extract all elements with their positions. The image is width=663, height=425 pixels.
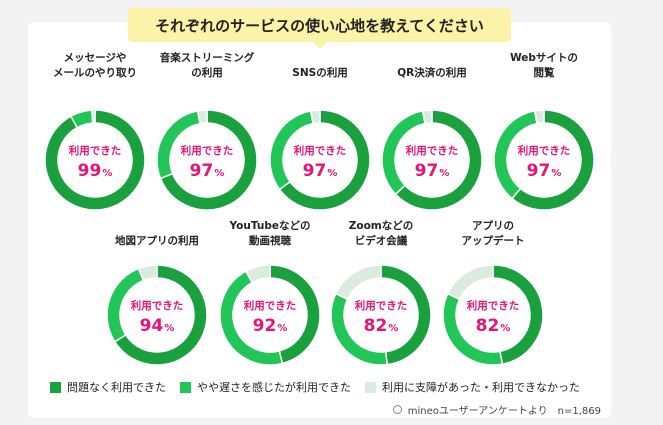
center-label: 利用できた (406, 144, 459, 157)
slice-no-problem (511, 109, 595, 211)
usable-percent: 97% (303, 161, 338, 181)
category-label: 動画視聴 (249, 234, 291, 247)
category-label: Zoomなどの (349, 219, 413, 232)
center-label: 利用できた (181, 144, 234, 157)
source-text: mineoユーザーアンケートより n=1,869 (407, 406, 601, 417)
slice-problem (196, 109, 208, 125)
slice-no-problem (44, 109, 146, 211)
category-label: Webサイトの (510, 52, 578, 64)
slice-problem (244, 264, 271, 284)
center-label: 利用できた (131, 299, 184, 312)
category-label: メッセージや (64, 52, 127, 64)
legend-item-slightly-slow: やや遅さを感じたが利用できた (180, 379, 351, 395)
category-label: の利用 (191, 66, 223, 79)
usable-percent: 82% (364, 316, 399, 336)
legend: 問題なく利用できた やや遅さを感じたが利用できた 利用に支障があった・利用できな… (50, 378, 594, 396)
slice-no-problem (278, 109, 371, 211)
slice-no-problem (113, 264, 208, 366)
category-label: SNSの利用 (292, 66, 347, 79)
usable-percent: 97% (415, 161, 450, 181)
center-label: 利用できた (467, 299, 520, 312)
slice-problem (421, 109, 433, 125)
slice-problem (533, 109, 545, 125)
category-label: QR決済の利用 (397, 66, 467, 79)
slice-problem (334, 264, 382, 301)
legend-label: やや遅さを感じたが利用できた (197, 381, 351, 394)
category-label: YouTubeなどの (229, 219, 311, 232)
usable-percent: 92% (253, 316, 288, 336)
slice-problem (137, 264, 158, 282)
legend-swatch (180, 381, 191, 393)
title-banner: それぞれのサービスの使い心地を教えてください (128, 8, 511, 49)
chart-title: それぞれのサービスの使い心地を教えてください (155, 16, 484, 35)
category-label: 地図アプリの利用 (115, 234, 199, 247)
legend-label: 利用に支障があった・利用できなかった (382, 381, 580, 394)
center-label: 利用できた (518, 144, 571, 157)
legend-swatch (50, 381, 61, 393)
center-label: 利用できた (244, 299, 297, 312)
usable-percent: 97% (527, 161, 562, 181)
center-label: 利用できた (294, 144, 347, 157)
legend-item-problem: 利用に支障があった・利用できなかった (365, 379, 580, 395)
category-label: アップデート (462, 234, 525, 247)
category-label: ビデオ会議 (355, 234, 408, 247)
legend-item-no-problem: 問題なく利用できた (50, 379, 166, 395)
source-note: mineoユーザーアンケートより n=1,869 (392, 402, 601, 417)
slice-problem (446, 264, 494, 301)
circle-icon (392, 405, 402, 414)
category-label: 音楽ストリーミング (160, 51, 255, 64)
slice-no-problem (394, 109, 483, 211)
usable-percent: 97% (190, 161, 225, 181)
slice-problem (309, 109, 321, 125)
slice-no-problem (269, 264, 321, 365)
category-label: メールのやり取り (53, 67, 137, 79)
legend-label: 問題なく利用できた (67, 381, 166, 394)
slice-problem (91, 109, 96, 124)
usable-percent: 82% (476, 316, 511, 336)
usable-percent: 94% (140, 316, 175, 336)
category-label: アプリの (472, 219, 514, 232)
legend-swatch (365, 381, 376, 393)
center-label: 利用できた (355, 299, 408, 312)
slice-no-problem (159, 109, 258, 211)
usable-percent: 99% (78, 161, 113, 181)
category-label: 閲覧 (534, 66, 555, 79)
center-label: 利用できた (69, 144, 122, 157)
slice-no-problem (380, 264, 432, 366)
slice-no-problem (492, 264, 544, 365)
